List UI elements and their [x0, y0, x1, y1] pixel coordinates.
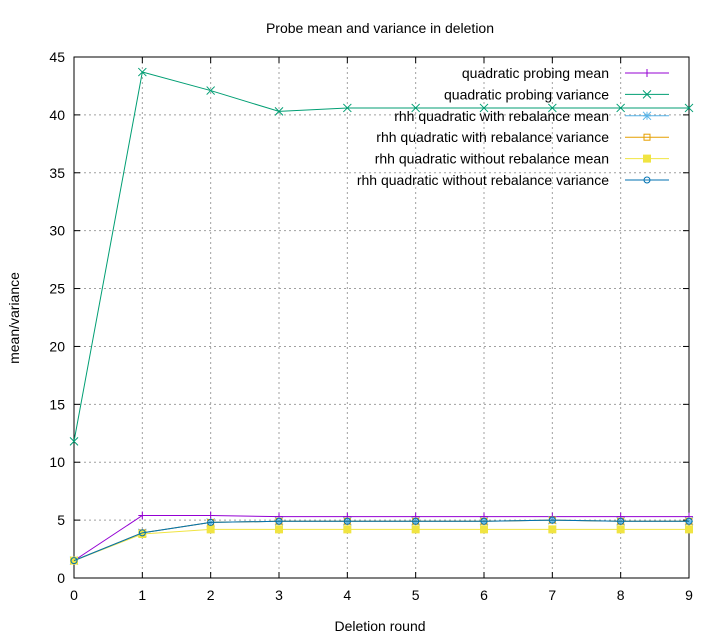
data-point [206, 525, 215, 534]
legend-label: rhh quadratic without rebalance variance [357, 172, 609, 188]
series-3 [69, 515, 694, 565]
x-tick-label: 1 [138, 587, 146, 603]
data-point [479, 103, 489, 113]
series-6 [70, 516, 693, 565]
data-point [548, 516, 556, 524]
data-point [274, 107, 284, 116]
plot-frame [73, 56, 690, 579]
series-group [69, 67, 694, 565]
x-tick-label: 2 [207, 587, 215, 603]
data-point [275, 517, 283, 525]
x-tick-label: 4 [343, 587, 351, 603]
data-point [411, 525, 420, 534]
series-line [73, 519, 689, 562]
data-point [617, 517, 625, 525]
y-tick-label: 30 [49, 223, 65, 239]
legend-label: rhh quadratic without rebalance mean [375, 151, 609, 167]
legend-label: rhh quadratic with rebalance variance [376, 129, 609, 145]
y-tick-label: 45 [49, 49, 65, 65]
legend-marker [642, 111, 652, 121]
y-axis-label: mean/variance [6, 272, 22, 364]
grid [74, 57, 689, 578]
data-point [206, 511, 215, 520]
data-point [412, 517, 420, 525]
data-point [547, 103, 557, 113]
data-point [480, 525, 488, 534]
y-tick-label: 15 [49, 396, 65, 412]
data-point [684, 103, 694, 113]
data-point [616, 103, 626, 113]
data-point [343, 525, 352, 534]
x-tick-label: 6 [480, 587, 488, 603]
legend-marker [643, 69, 651, 77]
y-tick-label: 10 [49, 454, 65, 470]
legend-marker [643, 133, 651, 141]
series-2 [69, 67, 694, 446]
y-tick-label: 20 [49, 338, 65, 354]
series-5 [70, 525, 693, 565]
data-point [275, 525, 283, 534]
x-tick-label: 9 [685, 587, 693, 603]
data-point [138, 511, 147, 520]
legend-label: quadratic probing variance [444, 86, 609, 102]
x-tick-label: 3 [275, 587, 283, 603]
series-line [73, 519, 689, 562]
data-point [137, 67, 147, 77]
data-point [69, 437, 79, 446]
x-tick-label: 8 [617, 587, 625, 603]
y-tick-label: 40 [49, 107, 65, 123]
y-tick-label: 5 [57, 512, 65, 528]
y-tick-label: 35 [49, 165, 65, 181]
chart-title: Probe mean and variance in deletion [266, 20, 494, 36]
series-line [73, 514, 689, 562]
data-point [138, 529, 146, 537]
y-tick-label: 0 [57, 570, 65, 586]
y-tick-label: 25 [49, 281, 65, 297]
series-1 [70, 511, 693, 565]
data-point [411, 103, 421, 113]
x-tick-label: 0 [70, 587, 78, 603]
data-point [343, 517, 351, 525]
x-axis-label: Deletion round [334, 618, 425, 634]
data-point [548, 525, 557, 534]
legend-label: quadratic probing mean [462, 65, 609, 81]
data-point [206, 86, 216, 95]
data-point [207, 518, 215, 526]
legend-label: rhh quadratic with rebalance mean [394, 108, 609, 124]
data-point [616, 525, 625, 534]
series-line [73, 71, 689, 442]
legend: quadratic probing mean quadratic probing … [357, 65, 669, 188]
series-line [73, 528, 689, 562]
series-4 [70, 516, 693, 565]
data-point [685, 525, 693, 534]
data-point [342, 103, 352, 113]
legend-marker [643, 154, 651, 163]
data-point [685, 517, 693, 525]
x-tick-label: 5 [412, 587, 420, 603]
legend-marker [642, 90, 652, 99]
x-tick-label: 7 [548, 587, 556, 603]
data-point [70, 557, 78, 565]
series-line [73, 519, 689, 562]
legend-marker [643, 176, 651, 184]
data-point [480, 517, 488, 525]
